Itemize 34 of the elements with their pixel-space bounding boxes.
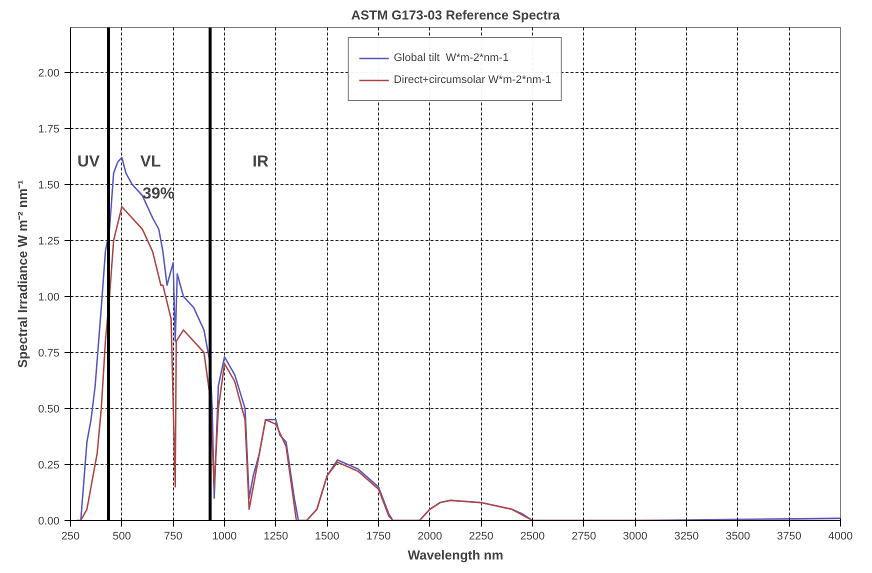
x-tick-label: 3250: [674, 530, 699, 542]
y-tick-label: 1.25: [38, 235, 60, 248]
x-axis-title: Wavelength nm: [408, 548, 504, 562]
legend-label: Global tilt W*m-2*nm-1: [394, 52, 509, 64]
annotation: UV: [77, 154, 100, 170]
x-tick-label: 1250: [264, 530, 288, 542]
annotation: IR: [252, 154, 269, 170]
x-tick-label: 3500: [726, 530, 750, 542]
x-tick-label: 750: [164, 530, 182, 542]
x-tick-label: 500: [112, 530, 132, 542]
y-axis-title: Spectral Irradiance W m⁻² nm⁻¹: [15, 180, 30, 368]
annotation: 39%: [142, 186, 175, 202]
x-tick-label: 2250: [468, 530, 494, 542]
annotation: VL: [140, 154, 161, 170]
y-tick-label: 0.50: [38, 403, 60, 416]
x-tick-label: 3000: [622, 530, 648, 542]
x-tick-label: 2750: [572, 530, 596, 542]
x-tick-label: 2500: [520, 530, 545, 542]
y-tick-label: 1.50: [38, 179, 60, 192]
y-tick-label: 1.00: [38, 291, 60, 304]
y-tick-label: 0.75: [38, 347, 60, 360]
y-tick-label: 0.00: [38, 516, 60, 528]
chart-title: ASTM G173-03 Reference Spectra: [351, 8, 561, 22]
y-tick-label: 0.25: [38, 459, 60, 472]
x-tick-label: 1750: [366, 530, 391, 542]
x-tick-label: 1000: [212, 530, 237, 542]
x-tick-label: 1500: [314, 530, 340, 542]
y-tick-label: 1.75: [38, 123, 60, 136]
x-tick-label: 3750: [776, 530, 802, 542]
legend-label: Direct+circumsolar W*m-2*nm-1: [394, 74, 552, 86]
x-tick-label: 4000: [828, 530, 853, 542]
x-tick-label: 250: [61, 530, 80, 542]
y-tick-label: 2.00: [38, 67, 60, 80]
x-tick-label: 2000: [418, 530, 442, 542]
